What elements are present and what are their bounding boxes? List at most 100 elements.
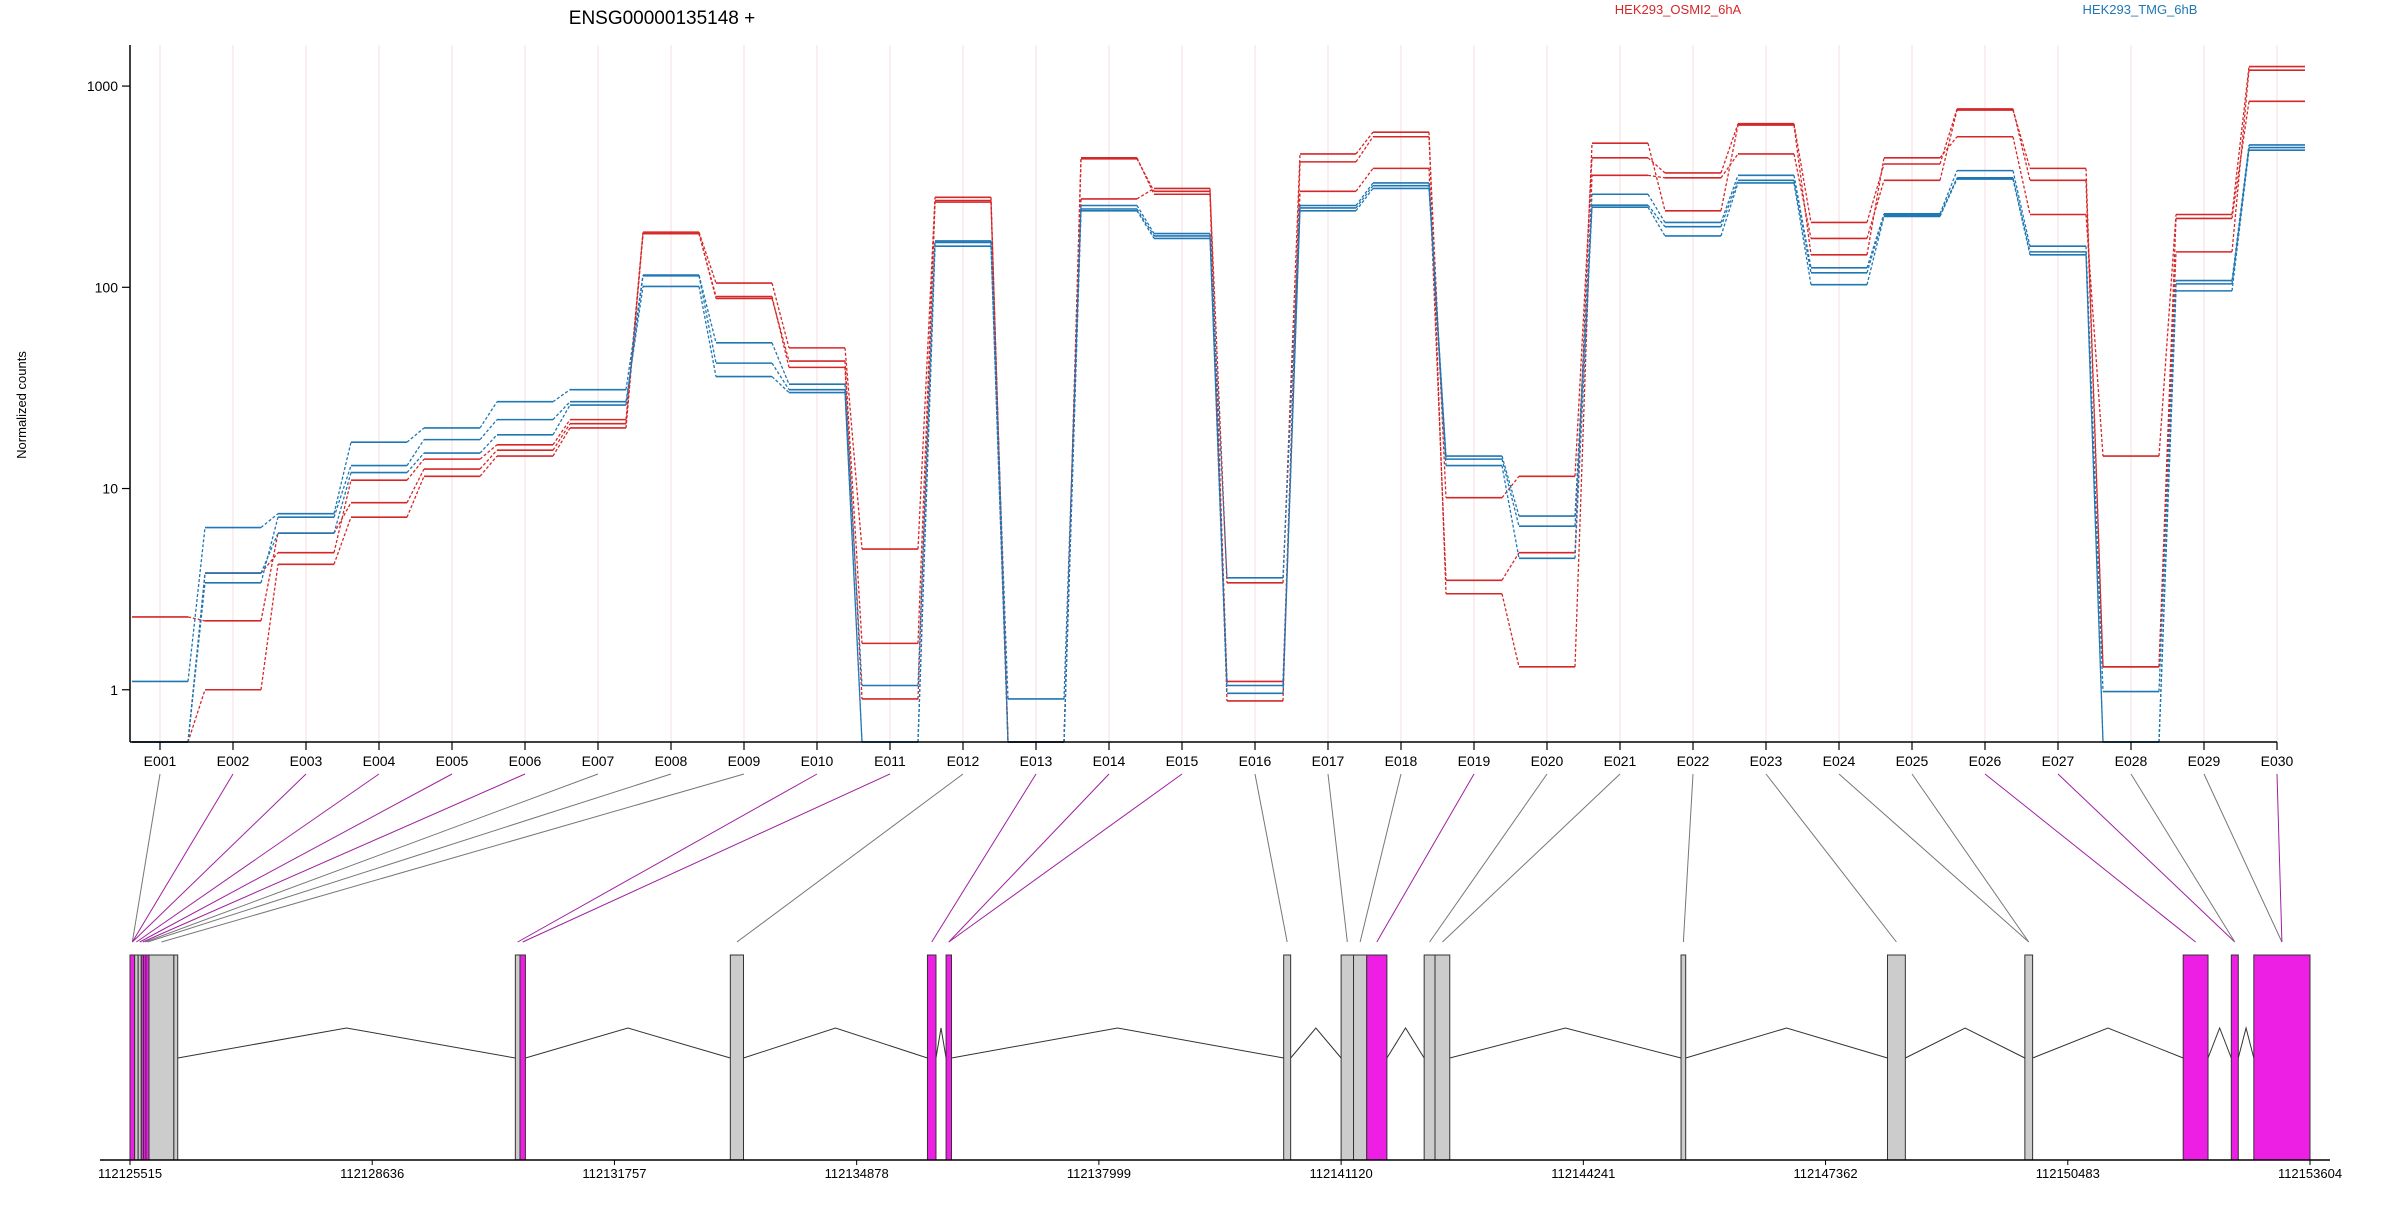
y-tick-label: 1000	[87, 78, 118, 94]
series-connector	[2012, 108, 2031, 181]
series-connector	[260, 513, 279, 529]
x-tick-label: E005	[436, 753, 469, 769]
exon-E019	[1434, 954, 1451, 1161]
series-connector	[1866, 180, 1885, 239]
connector-E026	[1984, 773, 2196, 943]
exon-E023	[2182, 954, 2209, 1161]
intron	[2032, 1027, 2184, 1059]
series-connector	[917, 197, 936, 550]
connector-E013	[931, 773, 1037, 943]
series-connector	[1793, 180, 1812, 273]
connector-E027	[2057, 773, 2236, 943]
exon-E017	[1366, 954, 1388, 1161]
series-connector	[1793, 123, 1812, 223]
x-ticks: E001 E002 E003 E004 E005 E006 E007 E008 E009 E010…	[144, 742, 2294, 769]
connector-E018	[1359, 773, 1402, 943]
series-connector	[2012, 170, 2031, 247]
x-tick-label: E015	[1166, 753, 1199, 769]
coordinate-tick-label: 112150483	[2036, 1166, 2100, 1181]
series-connector	[1355, 188, 1374, 212]
exon-E024	[2230, 954, 2239, 1161]
series-connector	[333, 465, 352, 518]
series-connector	[844, 347, 863, 550]
coordinate-tick-label: 112153604	[2278, 1166, 2342, 1181]
exon-E008	[173, 954, 179, 1161]
series-connector	[1866, 215, 1885, 274]
series-connector	[698, 274, 717, 343]
series-connector	[479, 455, 498, 477]
series-connector	[1428, 132, 1447, 594]
intron	[1290, 1027, 1342, 1059]
connector-E019	[1376, 773, 1475, 943]
series-connector	[1939, 170, 1958, 214]
series-connector	[1939, 109, 1958, 181]
gene-model	[129, 954, 2311, 1161]
connector-E006	[142, 773, 526, 943]
series-connector	[2085, 254, 2104, 743]
series-connector	[2231, 70, 2250, 252]
series-2	[132, 100, 2305, 743]
series-connector	[1501, 475, 1520, 499]
series-connector	[406, 439, 425, 466]
series-connector	[917, 202, 936, 644]
series-connector	[771, 376, 790, 393]
connector-E022	[1682, 773, 1694, 943]
series-connector	[552, 423, 571, 451]
series-connector	[2085, 246, 2104, 692]
series-connector	[625, 275, 644, 406]
series-connector	[2158, 283, 2177, 743]
series-connector	[187, 616, 206, 622]
series-connector	[917, 240, 936, 686]
coordinate-axis: 112125515 112128636 112131757 112134878 1121…	[98, 1159, 2342, 1181]
exon-E018	[1423, 954, 1436, 1161]
x-tick-label: E030	[2261, 753, 2294, 769]
series-connector	[1647, 174, 1666, 179]
intron	[1685, 1027, 1888, 1059]
series-connector	[2231, 150, 2250, 291]
connector-E011	[522, 773, 891, 943]
intron	[177, 1027, 516, 1059]
series-connector	[1136, 187, 1155, 200]
exon-E009	[514, 954, 521, 1161]
connector-E030	[2276, 773, 2283, 943]
x-tick-label: E018	[1385, 753, 1418, 769]
series-connector	[1209, 191, 1228, 583]
x-tick-label: E019	[1458, 753, 1491, 769]
series-connector	[2085, 168, 2104, 667]
series-connector	[1720, 123, 1739, 174]
series-connector	[1939, 108, 1958, 165]
y-tick-label: 1	[110, 682, 118, 698]
x-tick-label: E022	[1677, 753, 1710, 769]
x-tick-label: E017	[1312, 753, 1345, 769]
series-connector	[1136, 158, 1155, 192]
grid	[159, 45, 2278, 742]
series-connector	[260, 564, 279, 690]
connector-E015	[948, 773, 1183, 943]
series-connector	[917, 200, 936, 699]
axes	[129, 45, 2277, 743]
series-connector	[698, 231, 717, 284]
series-connector	[1501, 455, 1520, 517]
series-connector	[917, 242, 936, 743]
series-connector	[1939, 136, 1958, 159]
series-connector	[990, 197, 1009, 743]
legend-entry-osmi2: HEK293_OSMI2_6hA	[1615, 2, 1742, 17]
series-connector	[625, 274, 644, 390]
series-connector	[1501, 593, 1520, 667]
series-connector	[844, 367, 863, 699]
series-connector	[698, 233, 717, 297]
series-connector	[2012, 109, 2031, 169]
connector-E016	[1254, 773, 1288, 943]
series-connector	[2012, 177, 2031, 253]
exon-E013	[945, 954, 953, 1161]
series-connector	[406, 468, 425, 504]
series-connector	[771, 296, 790, 368]
x-tick-label: E013	[1020, 753, 1053, 769]
series-connector	[625, 286, 644, 402]
exon-E014	[1283, 954, 1292, 1161]
series-connector	[2158, 280, 2177, 692]
series-connector	[1793, 182, 1812, 285]
series-connector	[1720, 124, 1739, 211]
